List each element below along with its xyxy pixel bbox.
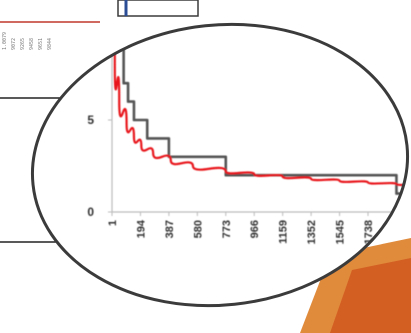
y-tick-label: 0 xyxy=(87,205,94,219)
x-tick-label: 194 xyxy=(135,219,147,238)
background-number: 9072 xyxy=(11,38,17,50)
background-number: 9265 xyxy=(20,38,26,50)
y-tick-label: 5 xyxy=(87,113,94,127)
x-tick-label: 773 xyxy=(221,220,233,238)
background-number: 9458 xyxy=(29,38,35,50)
x-tick-label: 1 xyxy=(107,220,119,226)
x-tick-label: 1159 xyxy=(278,220,290,244)
background-number: 9844 xyxy=(47,38,53,50)
magnifier-lens xyxy=(32,24,408,306)
x-tick-label: 966 xyxy=(249,220,261,238)
background-number: 9651 xyxy=(38,38,44,50)
fitted-curve-line xyxy=(112,28,411,189)
x-tick-label: 1545 xyxy=(335,220,347,244)
background-numbers: 1.0079 9072 9265 9458 9651 9844 xyxy=(2,32,53,50)
background-frame xyxy=(117,0,199,17)
x-tick-label: 387 xyxy=(164,220,176,238)
orange-shape-dark xyxy=(330,258,411,333)
x-tick-label: 1352 xyxy=(306,220,318,244)
magnifier-rim xyxy=(30,22,410,308)
axis-ticks xyxy=(108,27,397,216)
x-tick-label: 580 xyxy=(192,220,204,238)
background-number: 1.0079 xyxy=(2,32,8,50)
